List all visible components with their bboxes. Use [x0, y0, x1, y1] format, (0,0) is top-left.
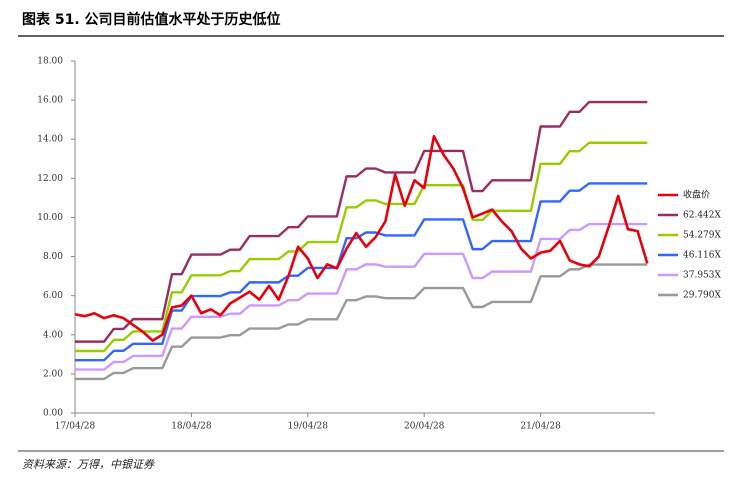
legend-label: 收盘价	[683, 189, 710, 201]
y-tick-label: 12.00	[37, 174, 63, 184]
y-tick-label: 0.00	[43, 409, 63, 419]
series-line	[75, 182, 648, 362]
x-tick-label: 20/04/28	[404, 422, 445, 432]
legend-label: 46.116X	[683, 251, 721, 261]
y-tick-label: 8.00	[43, 252, 63, 262]
legend-label: 37.953X	[683, 271, 721, 281]
series-line	[75, 141, 648, 353]
x-tick-label: 21/04/28	[520, 422, 561, 432]
series-line	[75, 222, 648, 371]
y-tick-label: 10.00	[37, 213, 63, 223]
x-tick-label: 17/04/28	[55, 422, 96, 432]
series-line	[75, 263, 648, 381]
y-tick-label: 18.00	[37, 57, 63, 67]
chart-title: 图表 51. 公司目前估值水平处于历史低位	[22, 11, 281, 28]
y-tick-label: 14.00	[37, 135, 63, 145]
y-tick-label: 4.00	[43, 330, 63, 340]
y-tick-label: 2.00	[43, 369, 63, 379]
legend-label: 62.442X	[683, 211, 721, 221]
legend-label: 29.790X	[683, 291, 721, 301]
source-note: 资料来源：万得，中银证券	[22, 458, 155, 471]
x-tick-label: 18/04/28	[171, 422, 212, 432]
y-tick-label: 16.00	[37, 96, 63, 106]
series-line	[74, 134, 649, 342]
y-tick-label: 6.00	[43, 291, 63, 301]
x-tick-label: 19/04/28	[288, 422, 329, 432]
series-line	[75, 100, 648, 343]
legend-label: 54.279X	[683, 231, 721, 241]
